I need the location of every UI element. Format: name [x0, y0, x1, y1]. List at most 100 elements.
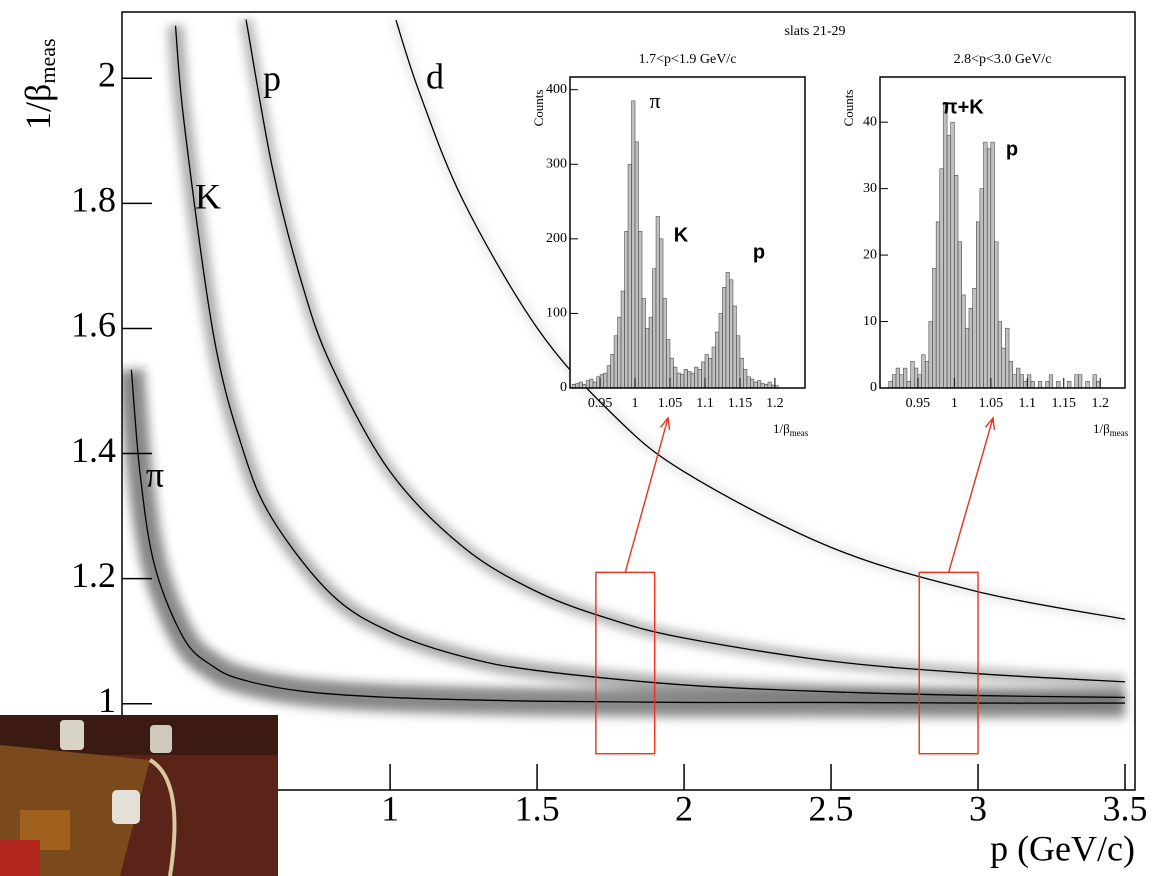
histogram-bar — [1001, 347, 1006, 389]
inset-x-tick-label: 0.95 — [906, 396, 931, 411]
histogram-bar — [585, 380, 590, 389]
y-tick-label: 1.2 — [71, 555, 116, 595]
histogram-bar — [603, 372, 608, 389]
histogram-bar — [972, 288, 977, 389]
curves — [130, 19, 1126, 704]
histogram-bar — [939, 168, 944, 389]
histogram-bar — [634, 141, 639, 389]
inset-y-tick-label: 0 — [560, 380, 567, 395]
histogram-bar — [708, 357, 713, 389]
histogram-bar — [1074, 374, 1079, 389]
photo-part — [60, 720, 84, 750]
inset-x-label-main: 1/β — [773, 421, 790, 436]
histogram-bar — [701, 361, 706, 389]
histogram-bar — [606, 365, 611, 389]
inset-x-tick-label: 1.05 — [658, 396, 683, 411]
curve — [174, 25, 1126, 699]
histogram-bar — [1045, 381, 1050, 389]
inset-y-label: Counts — [531, 90, 546, 127]
histogram-bar — [662, 298, 667, 389]
y-axis-label: 1/βmeas — [18, 38, 60, 130]
histogram-bar — [592, 381, 597, 389]
inset-x-label: 1/βmeas — [1093, 421, 1129, 438]
peak-label: π+K — [942, 96, 984, 118]
curve-label: p — [263, 58, 281, 98]
histogram-bar — [648, 316, 653, 389]
histogram-bar — [683, 369, 688, 389]
inset-y-tick-label: 200 — [546, 231, 567, 246]
histogram-bar — [694, 366, 699, 389]
histogram-bar — [1012, 374, 1017, 389]
histogram-bar — [1005, 327, 1010, 389]
histogram-bar — [921, 354, 926, 389]
inset-y-tick-label: 400 — [546, 82, 567, 97]
histogram-bar — [729, 279, 734, 389]
histogram-bar — [1085, 381, 1090, 389]
histogram-bar — [680, 374, 685, 389]
inset-x-tick-label: 1 — [632, 396, 639, 411]
histogram-bar — [976, 221, 981, 389]
histogram-bar — [957, 241, 962, 389]
histogram-bar — [1016, 367, 1021, 389]
histogram-bar — [659, 238, 664, 389]
histogram-bar — [990, 141, 995, 389]
x-tick-label: 1.5 — [515, 788, 560, 828]
inset-x-label-sub: meas — [790, 428, 809, 438]
histogram-bar — [906, 381, 911, 389]
inset-x-tick-label: 1.05 — [979, 396, 1004, 411]
inset-y-tick-label: 300 — [546, 156, 567, 171]
inset-x-label-sub: meas — [1110, 428, 1129, 438]
histogram-bar — [903, 367, 908, 389]
histogram-bar — [965, 327, 970, 389]
histogram-bar — [613, 335, 618, 389]
y-axis-label-main: 1/β — [18, 84, 58, 130]
histogram-bar — [739, 357, 744, 389]
inset-group-title: slats 21-29 — [784, 24, 845, 39]
inset-x-tick-label: 1.15 — [728, 396, 753, 411]
histogram-bar — [1067, 381, 1072, 389]
histogram-bar — [578, 381, 583, 389]
histogram-bar — [1027, 374, 1032, 389]
histogram-bar — [950, 121, 955, 389]
histogram-bar — [652, 268, 657, 389]
histogram-bar — [888, 381, 893, 389]
curve-label: d — [426, 56, 444, 96]
histogram-bar — [718, 313, 723, 389]
arrow-head — [659, 416, 671, 430]
histogram-bar — [917, 374, 922, 389]
histogram-bar — [961, 294, 966, 389]
inset-y-label: Counts — [841, 90, 856, 127]
histogram-bar — [687, 371, 692, 389]
curve-label: π — [146, 454, 164, 494]
histogram-bar — [645, 328, 650, 389]
histogram-bar — [725, 272, 730, 389]
curve — [245, 19, 1126, 683]
histogram-bar — [620, 290, 625, 389]
histogram-bar — [910, 361, 915, 389]
arrow — [624, 417, 669, 573]
histogram-bar — [932, 268, 937, 389]
histogram-bar — [666, 339, 671, 389]
photo-part — [0, 840, 40, 876]
x-tick-label: 2 — [675, 788, 693, 828]
histogram-bar — [599, 374, 604, 389]
histogram-bar — [753, 381, 758, 389]
histogram-bar — [655, 216, 660, 389]
inset-background — [880, 77, 1125, 388]
inset-x-tick-label: 1.15 — [1052, 396, 1077, 411]
y-tick-label: 2 — [98, 55, 116, 95]
peak-label: p — [1006, 138, 1018, 160]
curve — [395, 19, 1126, 620]
inset-y-tick-label: 10 — [863, 314, 877, 329]
inset-y-tick-label: 40 — [863, 114, 877, 129]
histogram-bar — [935, 221, 941, 389]
y-tick-label: 1 — [98, 680, 116, 720]
histogram-bar — [767, 381, 772, 389]
y-tick-label: 1.8 — [71, 180, 116, 220]
inset-y-tick-label: 20 — [863, 247, 877, 262]
histogram-bar — [997, 321, 1003, 389]
photo-part — [148, 758, 177, 876]
histogram-bar — [979, 188, 984, 389]
